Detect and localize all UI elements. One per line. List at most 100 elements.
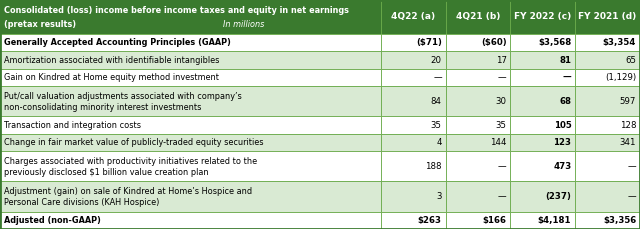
Text: —: — <box>628 192 636 201</box>
Bar <box>0 52 381 69</box>
Text: 81: 81 <box>559 56 572 65</box>
Bar <box>511 0 575 34</box>
Text: 20: 20 <box>431 56 442 65</box>
Bar <box>575 69 640 86</box>
Bar <box>445 0 511 34</box>
Text: 4Q21 (b): 4Q21 (b) <box>456 13 500 22</box>
Text: 35: 35 <box>431 121 442 130</box>
Text: 341: 341 <box>620 138 636 147</box>
Text: Charges associated with productivity initiatives related to the: Charges associated with productivity ini… <box>4 157 258 166</box>
Bar <box>575 134 640 151</box>
Bar <box>0 117 381 134</box>
Bar <box>0 151 381 181</box>
Bar <box>381 34 445 52</box>
Bar <box>381 52 445 69</box>
Text: —: — <box>498 192 507 201</box>
Text: Change in fair market value of publicly-traded equity securities: Change in fair market value of publicly-… <box>4 138 264 147</box>
Bar <box>575 181 640 212</box>
Bar <box>575 212 640 229</box>
Bar <box>511 181 575 212</box>
Bar <box>445 86 511 117</box>
Text: Consolidated (loss) income before income taxes and equity in net earnings: Consolidated (loss) income before income… <box>4 6 349 15</box>
Bar <box>381 181 445 212</box>
Bar <box>511 212 575 229</box>
Bar <box>445 151 511 181</box>
Bar <box>511 134 575 151</box>
Text: ($71): ($71) <box>416 38 442 47</box>
Text: $3,354: $3,354 <box>603 38 636 47</box>
Text: $263: $263 <box>418 216 442 225</box>
Bar <box>381 151 445 181</box>
Text: Adjusted (non-GAAP): Adjusted (non-GAAP) <box>4 216 101 225</box>
Text: In millions: In millions <box>223 20 264 29</box>
Text: $166: $166 <box>483 216 507 225</box>
Text: 144: 144 <box>490 138 507 147</box>
Text: ($60): ($60) <box>481 38 507 47</box>
Bar <box>0 134 381 151</box>
Text: 4Q22 (a): 4Q22 (a) <box>391 13 435 22</box>
Bar <box>381 86 445 117</box>
Text: FY 2021 (d): FY 2021 (d) <box>579 13 637 22</box>
Bar <box>0 212 381 229</box>
Text: Personal Care divisions (KAH Hospice): Personal Care divisions (KAH Hospice) <box>4 198 160 207</box>
Text: 473: 473 <box>553 162 572 171</box>
Text: 3: 3 <box>436 192 442 201</box>
Text: —: — <box>498 73 507 82</box>
Bar <box>511 69 575 86</box>
Bar <box>0 86 381 117</box>
Bar <box>445 34 511 52</box>
Bar <box>511 151 575 181</box>
Text: 30: 30 <box>495 97 507 106</box>
Text: $3,568: $3,568 <box>538 38 572 47</box>
Bar <box>575 34 640 52</box>
Text: $3,356: $3,356 <box>603 216 636 225</box>
Text: Put/call valuation adjustments associated with company’s: Put/call valuation adjustments associate… <box>4 92 242 101</box>
Bar <box>575 0 640 34</box>
Text: Amortization associated with identifiable intangibles: Amortization associated with identifiabl… <box>4 56 220 65</box>
Text: —: — <box>563 73 572 82</box>
Bar <box>511 117 575 134</box>
Text: —: — <box>498 162 507 171</box>
Bar <box>381 117 445 134</box>
Bar <box>445 134 511 151</box>
Text: 123: 123 <box>554 138 572 147</box>
Text: (1,129): (1,129) <box>605 73 636 82</box>
Text: 68: 68 <box>559 97 572 106</box>
Text: 84: 84 <box>431 97 442 106</box>
Text: Transaction and integration costs: Transaction and integration costs <box>4 121 141 130</box>
Text: 35: 35 <box>495 121 507 130</box>
Text: Generally Accepted Accounting Principles (GAAP): Generally Accepted Accounting Principles… <box>4 38 231 47</box>
Bar <box>445 212 511 229</box>
Text: 17: 17 <box>495 56 507 65</box>
Text: Gain on Kindred at Home equity method investment: Gain on Kindred at Home equity method in… <box>4 73 220 82</box>
Bar <box>511 34 575 52</box>
Bar <box>445 117 511 134</box>
Text: Adjustment (gain) on sale of Kindred at Home’s Hospice and: Adjustment (gain) on sale of Kindred at … <box>4 187 253 196</box>
Text: 128: 128 <box>620 121 636 130</box>
Text: FY 2022 (c): FY 2022 (c) <box>514 13 572 22</box>
Bar <box>575 52 640 69</box>
Text: previously disclosed $1 billion value creation plan: previously disclosed $1 billion value cr… <box>4 168 209 177</box>
Bar <box>511 52 575 69</box>
Text: —: — <box>433 73 442 82</box>
Text: —: — <box>628 162 636 171</box>
Bar <box>575 151 640 181</box>
Text: non-consolidating minority interest investments: non-consolidating minority interest inve… <box>4 103 202 112</box>
Bar <box>0 34 381 52</box>
Bar <box>381 134 445 151</box>
Text: 105: 105 <box>554 121 572 130</box>
Bar <box>575 117 640 134</box>
Text: (pretax results): (pretax results) <box>4 20 79 29</box>
Bar <box>0 181 381 212</box>
Bar <box>445 69 511 86</box>
Bar <box>381 212 445 229</box>
Bar <box>381 69 445 86</box>
Text: 597: 597 <box>620 97 636 106</box>
Text: $4,181: $4,181 <box>538 216 572 225</box>
Text: 188: 188 <box>425 162 442 171</box>
Bar <box>575 86 640 117</box>
Bar <box>0 69 381 86</box>
Text: 65: 65 <box>625 56 636 65</box>
Text: 4: 4 <box>436 138 442 147</box>
Bar <box>445 181 511 212</box>
